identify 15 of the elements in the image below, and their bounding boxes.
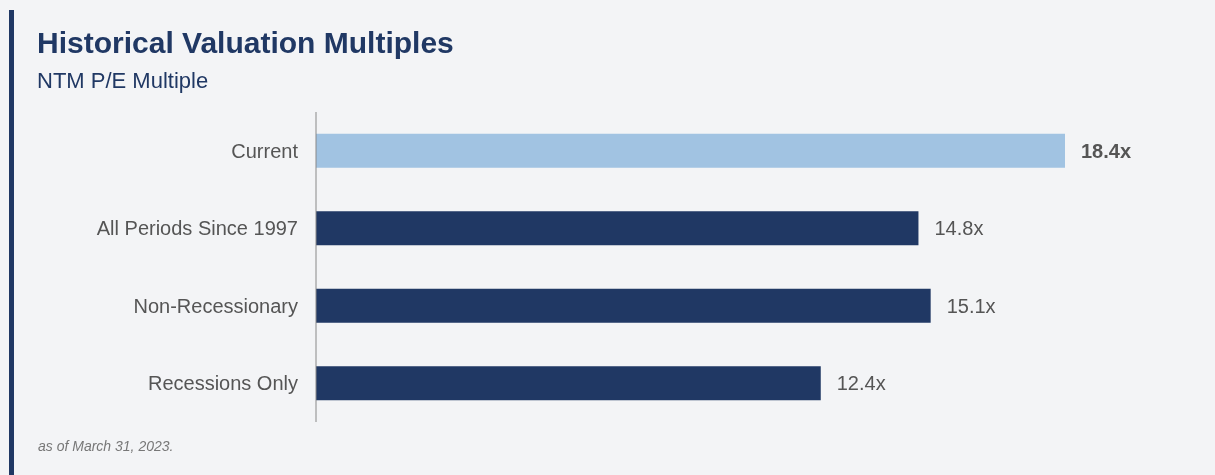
data-label: 12.4x <box>836 372 886 395</box>
bar <box>316 211 919 246</box>
y-tick-label: Recessions Only <box>147 372 298 395</box>
y-tick-label: Current <box>231 139 299 162</box>
chart-title: Historical Valuation Multiples <box>37 26 454 60</box>
data-label: 18.4x <box>1081 139 1132 162</box>
y-tick-label: Non-Recessionary <box>133 294 298 317</box>
data-label: 15.1x <box>946 294 996 317</box>
bar <box>316 366 821 401</box>
y-tick-label: All Periods Since 1997 <box>96 217 298 240</box>
text: NTM P/E Multiple <box>37 68 209 94</box>
bar <box>316 133 1065 168</box>
data-label: 14.8x <box>934 217 984 240</box>
text: as of March 31, 2023. <box>38 438 174 454</box>
bar <box>316 288 931 323</box>
